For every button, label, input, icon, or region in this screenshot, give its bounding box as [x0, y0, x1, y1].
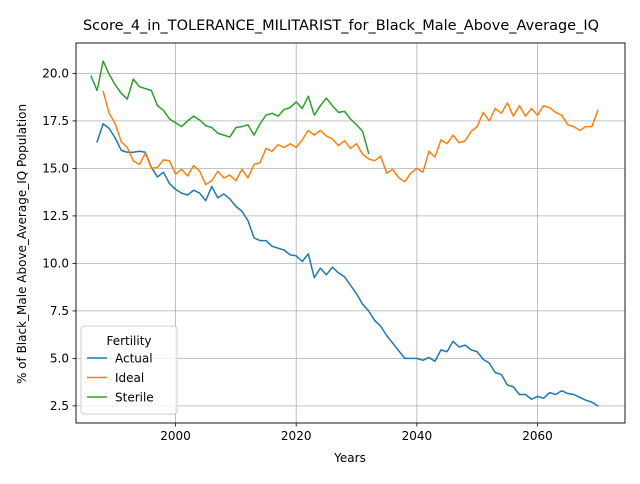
plot-area-frame [75, 42, 626, 424]
series-line-sterile [90, 60, 370, 155]
legend-box [80, 325, 178, 415]
legend-title: Fertility [106, 334, 151, 348]
legend-items: Actual Ideal Sterile [87, 351, 154, 404]
x-tick-label: 2040 [402, 429, 433, 443]
y-axis: 2.5 5.0 7.5 10.0 12.5 15.0 17.5 20.0 [42, 67, 76, 413]
x-tick-label: 2020 [281, 429, 312, 443]
x-axis-label: Years [333, 451, 366, 465]
y-tick-label: 17.5 [42, 114, 69, 128]
y-tick-label: 2.5 [50, 399, 69, 413]
y-tick-label: 15.0 [42, 162, 69, 176]
series-line-ideal [102, 90, 599, 186]
x-axis: 2000 2020 2040 2060 [160, 423, 553, 443]
x-tick-label: 2000 [160, 429, 191, 443]
x-tick-label: 2060 [522, 429, 553, 443]
legend-label-actual: Actual [115, 351, 153, 365]
y-tick-label: 5.0 [50, 352, 69, 366]
chart-title: Score_4_in_TOLERANCE_MILITARIST_for_Blac… [83, 18, 599, 34]
y-axis-label: % of Black_Male Above_Average_IQ Populat… [15, 104, 29, 384]
series-lines [90, 60, 599, 407]
legend-label-ideal: Ideal [115, 371, 144, 385]
y-tick-label: 12.5 [42, 209, 69, 223]
grid-lines [76, 43, 625, 423]
legend: Fertility Actual Ideal Sterile [80, 325, 178, 415]
y-tick-label: 10.0 [42, 257, 69, 271]
series-line-actual [96, 123, 599, 407]
legend-label-sterile: Sterile [115, 390, 154, 404]
y-tick-label: 7.5 [50, 304, 69, 318]
y-tick-label: 20.0 [42, 67, 69, 81]
